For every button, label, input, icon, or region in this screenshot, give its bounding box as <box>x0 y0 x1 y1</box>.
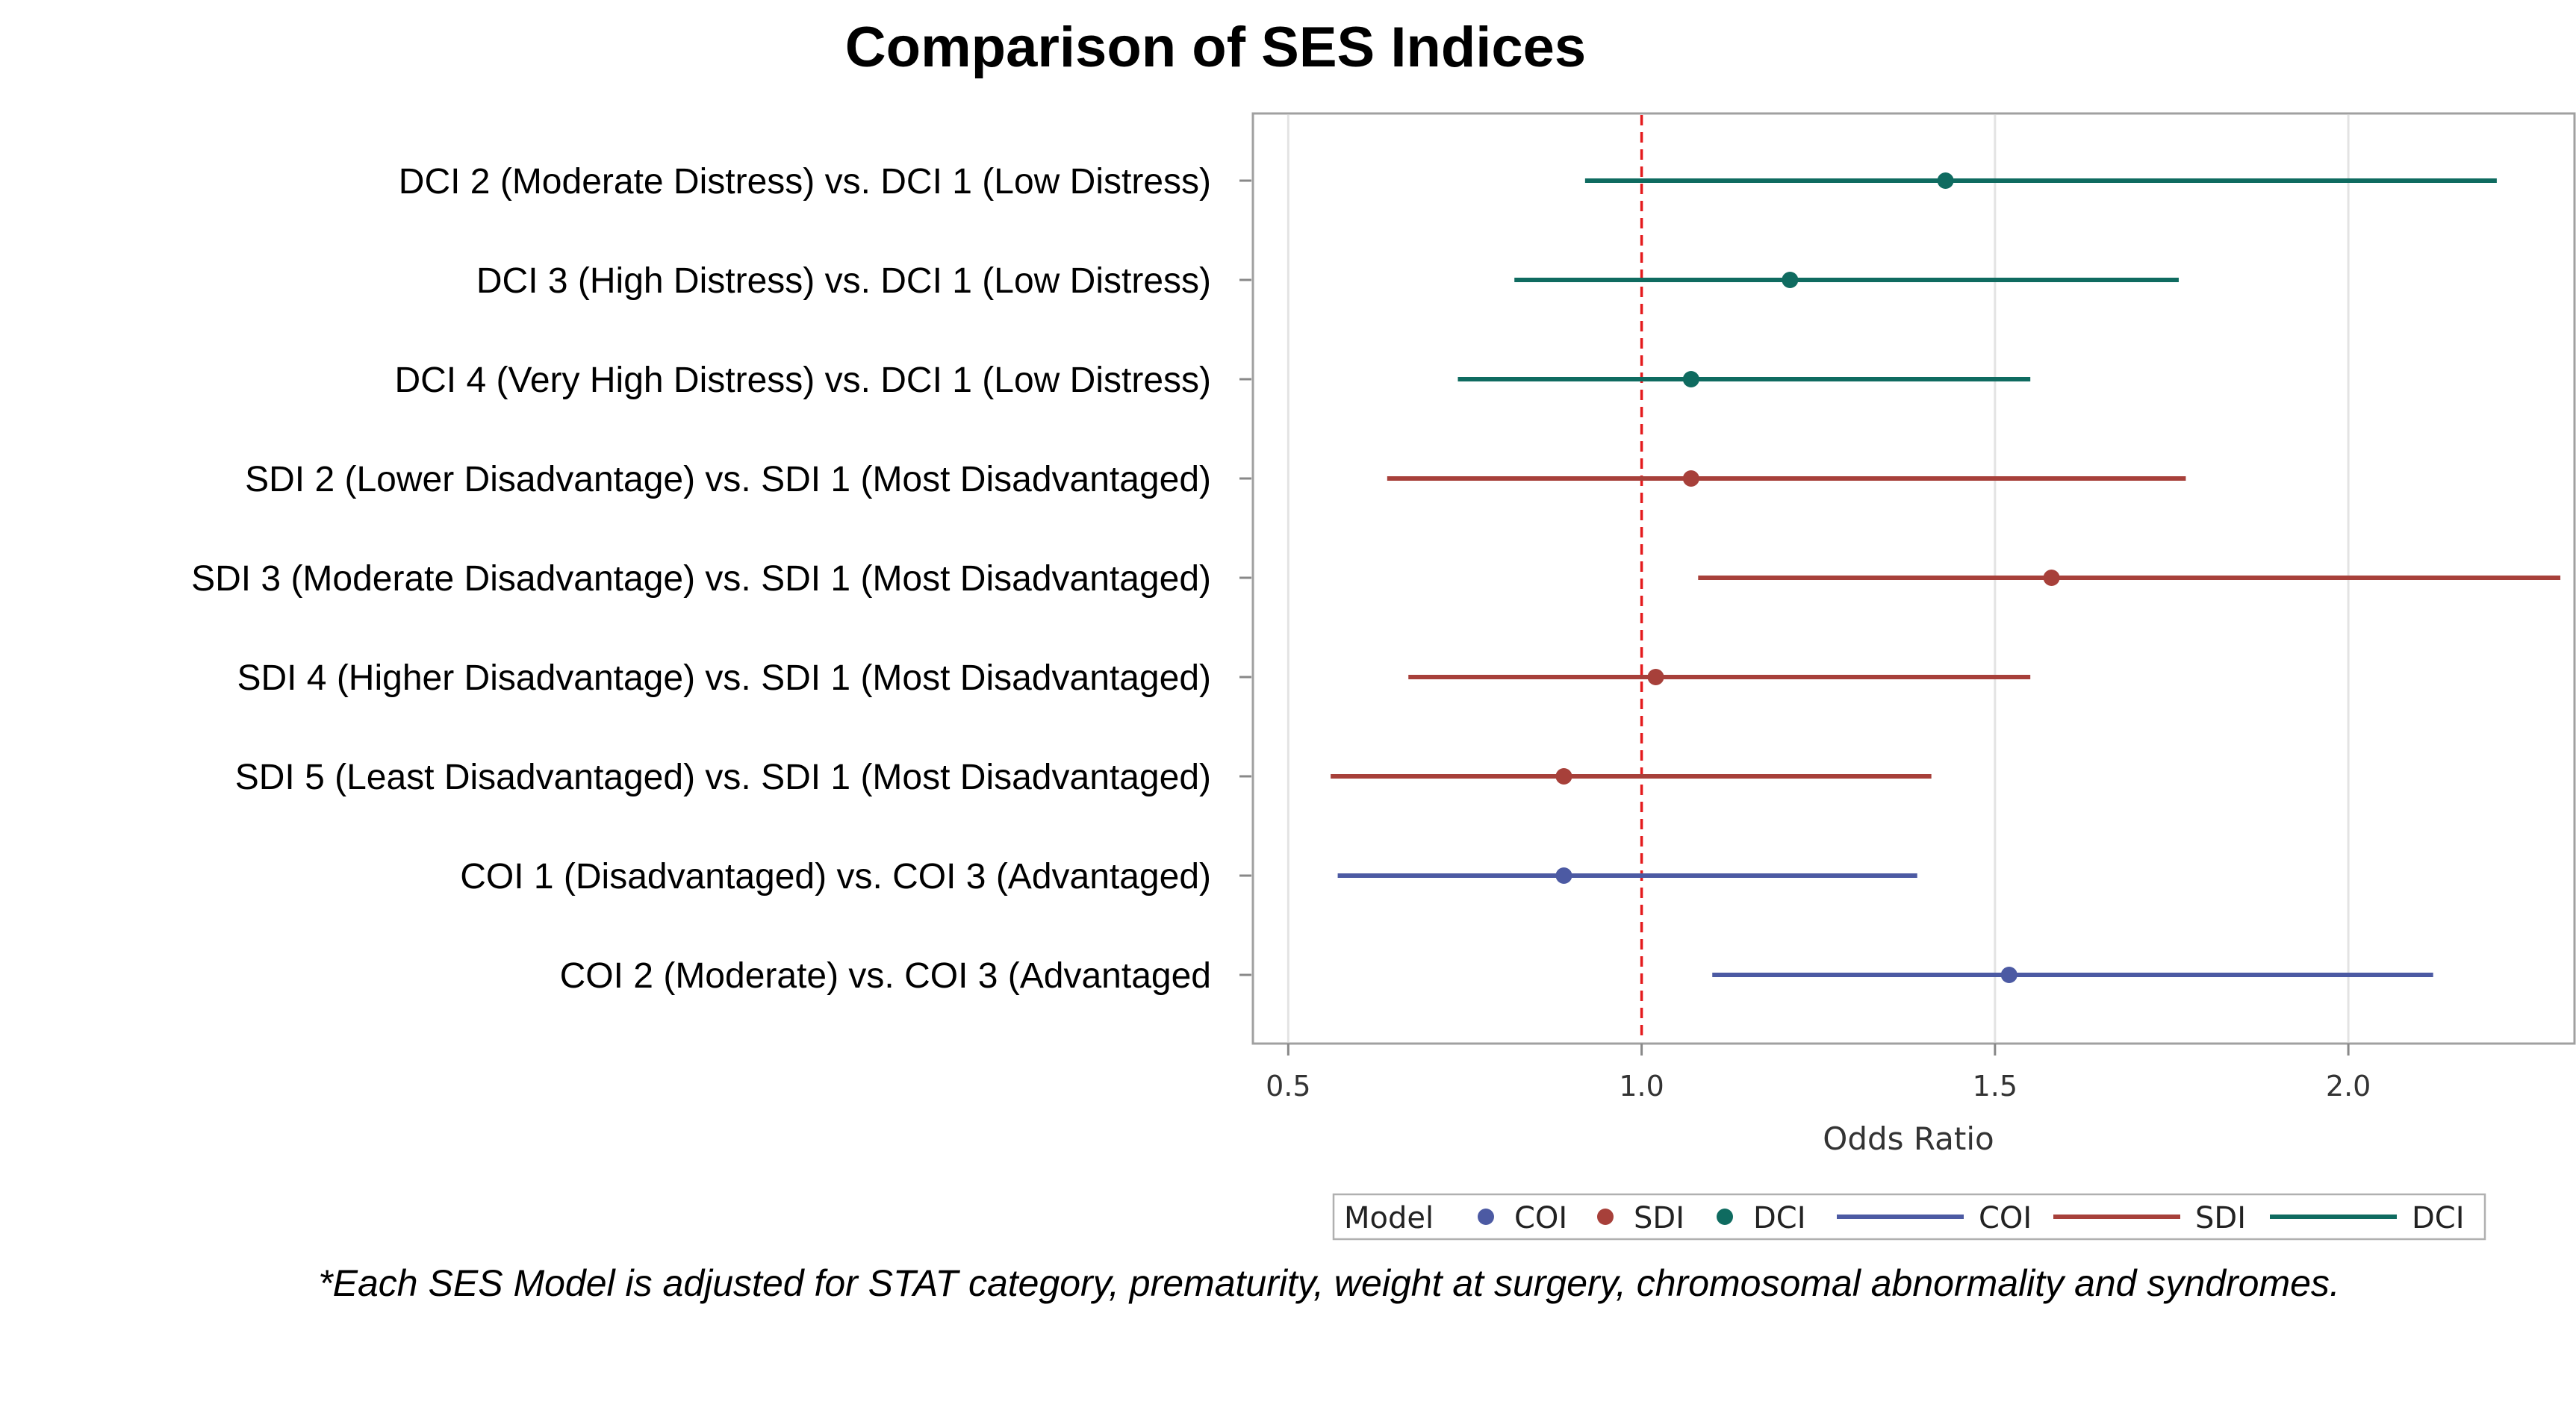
legend-label: SDI <box>2195 1201 2246 1235</box>
legend-label: COI <box>1514 1201 1567 1235</box>
odds-ratio-point <box>1555 768 1572 785</box>
legend-marker-dci <box>1717 1209 1733 1225</box>
row-label: DCI 4 (Very High Distress) vs. DCI 1 (Lo… <box>394 361 1211 400</box>
row-label: SDI 5 (Least Disadvantaged) vs. SDI 1 (M… <box>235 758 1211 797</box>
odds-ratio-point <box>2000 967 2017 983</box>
legend-label: DCI <box>2412 1201 2465 1235</box>
row-label: COI 1 (Disadvantaged) vs. COI 3 (Advanta… <box>460 857 1211 897</box>
legend-marker-coi <box>1478 1209 1494 1225</box>
legend-marker-sdi <box>1597 1209 1614 1225</box>
row-label: COI 2 (Moderate) vs. COI 3 (Advantaged <box>560 956 1211 996</box>
x-tick-label: 0.5 <box>1266 1070 1310 1103</box>
legend-label: DCI <box>1753 1201 1806 1235</box>
odds-ratio-point <box>1555 867 1572 884</box>
row-label: SDI 2 (Lower Disadvantage) vs. SDI 1 (Mo… <box>245 460 1211 499</box>
odds-ratio-point <box>1682 371 1699 387</box>
data-rows: DCI 2 (Moderate Distress) vs. DCI 1 (Low… <box>191 162 2561 996</box>
odds-ratio-point <box>1937 172 1954 189</box>
odds-ratio-point <box>2043 570 2060 586</box>
x-axis: 0.5 1.0 1.5 2.0 <box>1266 1044 2371 1103</box>
legend-label: COI <box>1979 1201 2032 1235</box>
x-axis-label: Odds Ratio <box>1823 1120 1994 1157</box>
footnote: *Each SES Model is adjusted for STAT cat… <box>318 1262 2340 1304</box>
row-label: SDI 3 (Moderate Disadvantage) vs. SDI 1 … <box>191 559 1211 599</box>
odds-ratio-point <box>1647 669 1664 685</box>
row-label: DCI 3 (High Distress) vs. DCI 1 (Low Dis… <box>476 261 1211 301</box>
legend-label: SDI <box>1634 1201 1684 1235</box>
odds-ratio-point <box>1682 470 1699 487</box>
x-tick-label: 1.0 <box>1619 1070 1664 1103</box>
chart-title: Comparison of SES Indices <box>844 16 1587 79</box>
legend-title: Model <box>1344 1201 1434 1235</box>
x-tick-label: 1.5 <box>1973 1070 2017 1103</box>
legend: Model COI SDI DCI COI SDI DCI <box>1332 1193 2486 1241</box>
row-label: DCI 2 (Moderate Distress) vs. DCI 1 (Low… <box>399 162 1211 202</box>
odds-ratio-point <box>1782 272 1799 288</box>
x-tick-label: 2.0 <box>2326 1070 2371 1103</box>
row-label: SDI 4 (Higher Disadvantage) vs. SDI 1 (M… <box>237 658 1211 698</box>
